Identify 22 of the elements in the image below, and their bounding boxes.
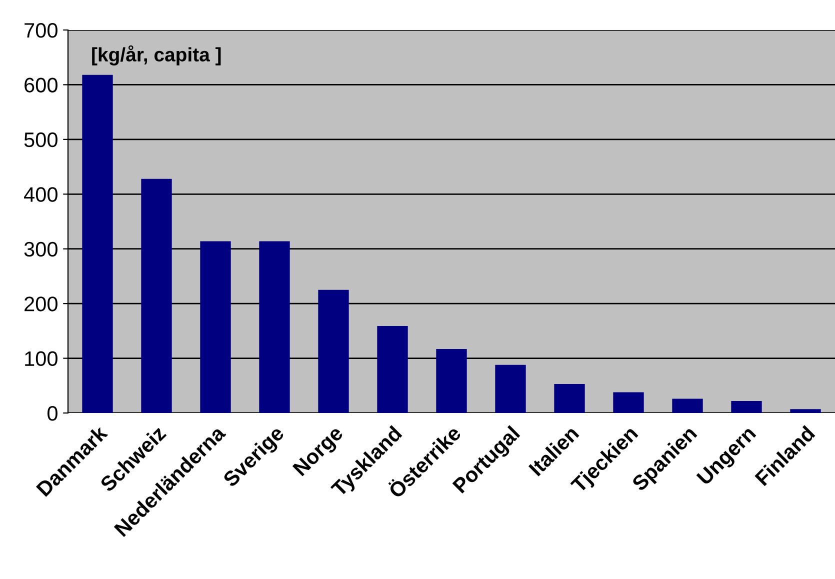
- bar: [613, 392, 644, 413]
- bar: [731, 400, 762, 413]
- bar: [377, 326, 408, 413]
- bar: [554, 384, 585, 413]
- y-tick-label: 600: [24, 78, 58, 92]
- bar: [200, 241, 231, 413]
- y-tick-label: 300: [24, 242, 58, 257]
- y-tick-label: 700: [24, 23, 58, 38]
- y-tick-label: 0: [48, 406, 58, 421]
- bar: [672, 398, 703, 413]
- annotation: [kg/år, capita ]: [92, 45, 221, 66]
- bar: [436, 348, 467, 413]
- y-tick-label: 500: [24, 132, 58, 148]
- y-tick-label: 100: [25, 351, 58, 366]
- bar: [790, 409, 821, 413]
- bar: [318, 290, 349, 413]
- bar: [82, 74, 113, 413]
- bar: [141, 178, 172, 413]
- bar: [259, 241, 290, 413]
- y-tick-label: 400: [24, 187, 58, 202]
- bar: [495, 364, 526, 413]
- y-tick-label: 200: [24, 296, 58, 312]
